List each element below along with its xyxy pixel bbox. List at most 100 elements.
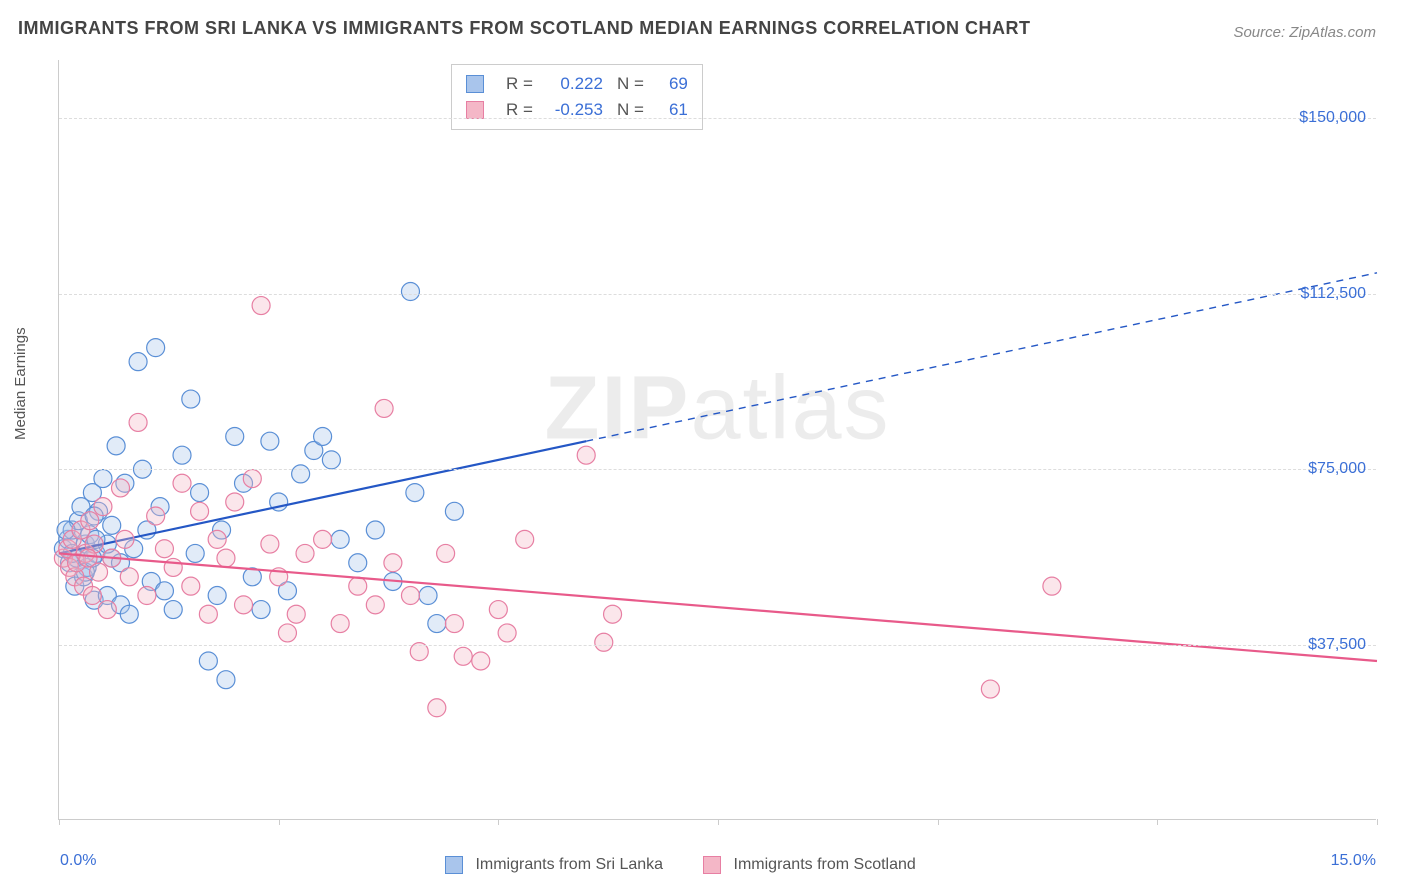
- data-point: [384, 554, 402, 572]
- data-point: [1043, 577, 1061, 595]
- data-point: [322, 451, 340, 469]
- x-tick: [938, 819, 939, 825]
- data-point: [129, 353, 147, 371]
- data-point: [83, 587, 101, 605]
- data-point: [375, 399, 393, 417]
- data-point: [120, 568, 138, 586]
- data-point: [331, 615, 349, 633]
- data-point: [208, 530, 226, 548]
- data-point: [79, 549, 97, 567]
- data-point: [314, 530, 332, 548]
- square-icon: [466, 75, 484, 93]
- data-point: [349, 577, 367, 595]
- gridline: [59, 645, 1376, 646]
- data-point: [120, 605, 138, 623]
- trend-line-dashed: [586, 273, 1377, 441]
- data-point: [155, 540, 173, 558]
- x-axis-max-label: 15.0%: [1331, 852, 1376, 870]
- data-point: [129, 413, 147, 431]
- data-point: [199, 605, 217, 623]
- y-tick-label: $75,000: [1308, 460, 1366, 478]
- data-point: [366, 521, 384, 539]
- data-point: [217, 549, 235, 567]
- gridline: [59, 118, 1376, 119]
- data-point: [981, 680, 999, 698]
- data-point: [278, 624, 296, 642]
- r-value: 0.222: [547, 71, 603, 97]
- data-point: [164, 601, 182, 619]
- y-tick-label: $150,000: [1299, 109, 1366, 127]
- data-point: [226, 493, 244, 511]
- chart-title: IMMIGRANTS FROM SRI LANKA VS IMMIGRANTS …: [18, 18, 1030, 39]
- legend-label: Immigrants from Sri Lanka: [475, 856, 663, 873]
- data-point: [112, 479, 130, 497]
- square-icon: [703, 856, 721, 874]
- data-point: [296, 544, 314, 562]
- x-tick: [1377, 819, 1378, 825]
- data-point: [147, 339, 165, 357]
- data-point: [252, 601, 270, 619]
- data-point: [81, 512, 99, 530]
- data-point: [454, 647, 472, 665]
- gridline: [59, 469, 1376, 470]
- data-point: [116, 530, 134, 548]
- gridline: [59, 294, 1376, 295]
- stats-row: R = 0.222 N = 69: [466, 71, 688, 97]
- data-point: [516, 530, 534, 548]
- data-point: [94, 498, 112, 516]
- data-point: [98, 601, 116, 619]
- data-point: [252, 297, 270, 315]
- data-point: [419, 587, 437, 605]
- square-icon: [445, 856, 463, 874]
- data-point: [217, 671, 235, 689]
- data-point: [155, 582, 173, 600]
- data-point: [191, 484, 209, 502]
- x-tick: [59, 819, 60, 825]
- x-tick: [498, 819, 499, 825]
- x-tick: [718, 819, 719, 825]
- data-point: [406, 484, 424, 502]
- y-tick-label: $37,500: [1308, 636, 1366, 654]
- data-point: [428, 699, 446, 717]
- y-axis-label: Median Earnings: [12, 327, 29, 440]
- stats-legend-box: R =0.222N =69R =-0.253N =61: [451, 64, 703, 130]
- data-point: [489, 601, 507, 619]
- data-point: [437, 544, 455, 562]
- plot-area: ZIPatlas R =0.222N =69R =-0.253N =61 $37…: [58, 60, 1376, 820]
- data-point: [349, 554, 367, 572]
- data-point: [182, 390, 200, 408]
- legend-item-scotland: Immigrants from Scotland: [703, 856, 916, 874]
- source-credit: Source: ZipAtlas.com: [1233, 24, 1376, 41]
- data-point: [595, 633, 613, 651]
- chart-svg: [59, 60, 1376, 819]
- data-point: [366, 596, 384, 614]
- legend-item-sri-lanka: Immigrants from Sri Lanka: [445, 856, 663, 874]
- data-point: [445, 502, 463, 520]
- data-point: [287, 605, 305, 623]
- data-point: [401, 587, 419, 605]
- data-point: [472, 652, 490, 670]
- data-point: [173, 474, 191, 492]
- n-value: 69: [658, 71, 688, 97]
- stat-label: R =: [506, 71, 533, 97]
- stat-label: N =: [617, 71, 644, 97]
- data-point: [208, 587, 226, 605]
- x-tick: [279, 819, 280, 825]
- data-point: [173, 446, 191, 464]
- y-tick-label: $112,500: [1300, 285, 1366, 303]
- data-point: [577, 446, 595, 464]
- data-point: [147, 507, 165, 525]
- data-point: [103, 516, 121, 534]
- x-axis-min-label: 0.0%: [60, 852, 96, 870]
- data-point: [428, 615, 446, 633]
- data-point: [199, 652, 217, 670]
- data-point: [401, 283, 419, 301]
- data-point: [226, 427, 244, 445]
- data-point: [498, 624, 516, 642]
- legend-label: Immigrants from Scotland: [734, 856, 916, 873]
- data-point: [107, 437, 125, 455]
- data-point: [243, 470, 261, 488]
- data-point: [314, 427, 332, 445]
- data-point: [292, 465, 310, 483]
- data-point: [186, 544, 204, 562]
